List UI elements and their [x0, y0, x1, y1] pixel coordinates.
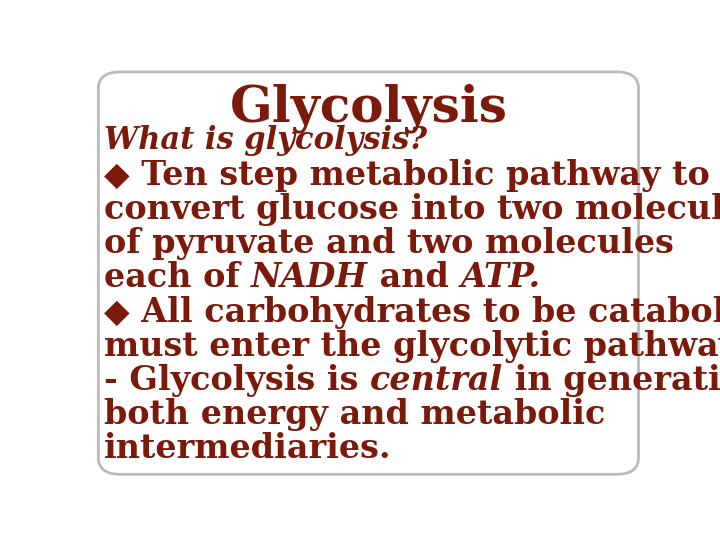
Text: ATP.: ATP.	[461, 261, 541, 294]
Text: and: and	[368, 261, 461, 294]
Text: of pyruvate and two molecules: of pyruvate and two molecules	[104, 227, 674, 260]
Text: What is glycolysis?: What is glycolysis?	[104, 125, 427, 156]
Text: each of: each of	[104, 261, 251, 294]
Text: convert glucose into two molecules: convert glucose into two molecules	[104, 193, 720, 226]
Text: intermediaries.: intermediaries.	[104, 432, 392, 465]
Text: NADH: NADH	[251, 261, 368, 294]
Text: both energy and metabolic: both energy and metabolic	[104, 398, 606, 431]
Text: ◆ Ten step metabolic pathway to: ◆ Ten step metabolic pathway to	[104, 159, 710, 192]
Text: - Glycolysis is: - Glycolysis is	[104, 364, 370, 397]
Text: must enter the glycolytic pathway.: must enter the glycolytic pathway.	[104, 329, 720, 363]
Text: central: central	[370, 364, 503, 397]
Text: Glycolysis: Glycolysis	[230, 84, 508, 133]
FancyBboxPatch shape	[99, 72, 639, 474]
Text: ◆ All carbohydrates to be catabolized: ◆ All carbohydrates to be catabolized	[104, 295, 720, 328]
Text: in generating: in generating	[503, 364, 720, 397]
